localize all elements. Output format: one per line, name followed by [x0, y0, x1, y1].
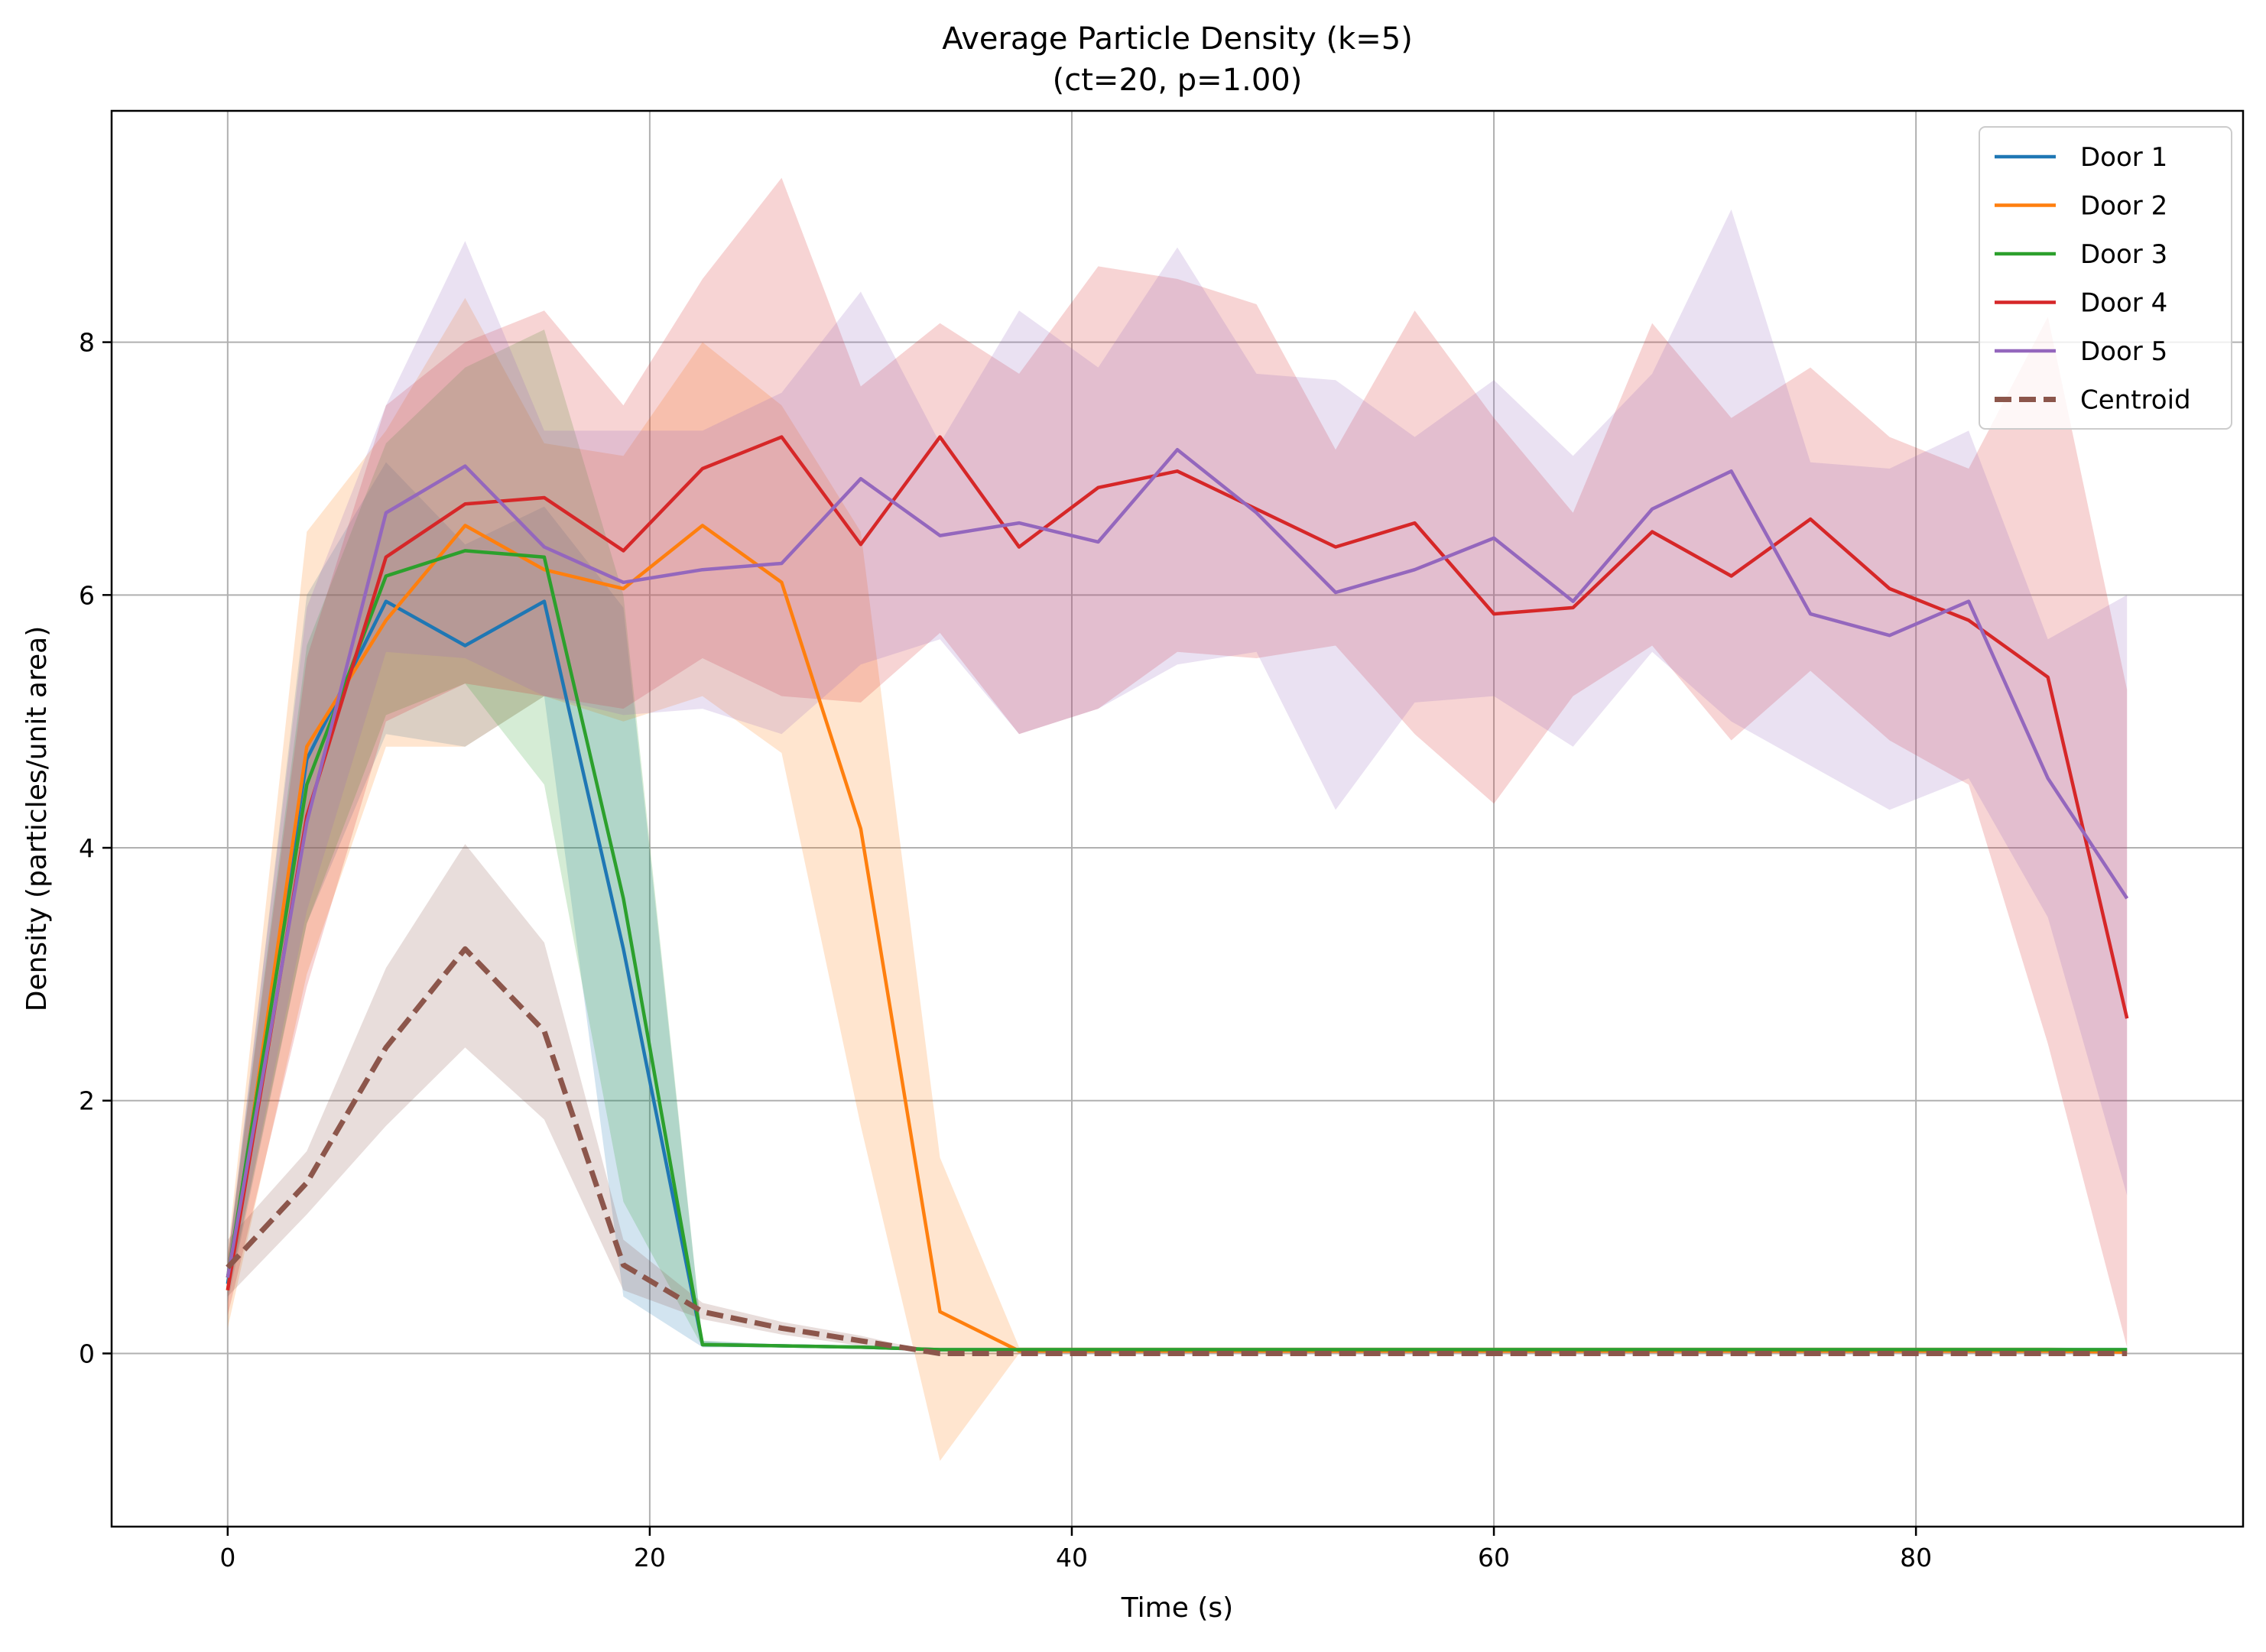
door-5-band [227, 209, 2128, 1297]
legend-box [1979, 126, 2232, 430]
series-lines [226, 435, 2129, 1356]
x-axis-ticks: 0 20 40 60 80 [219, 1527, 1932, 1572]
door-3-band [227, 329, 2128, 1352]
legend-label-door-2: Door 2 [2080, 191, 2167, 222]
y-tick-label: 6 [79, 580, 95, 610]
door-3-line [226, 549, 2128, 1352]
x-axis-label: Time (s) [1121, 1592, 1233, 1624]
y-tick-label: 2 [79, 1086, 95, 1116]
door-1-band [227, 462, 2128, 1352]
plot-frame [110, 109, 2245, 1528]
x-tick-label: 60 [1478, 1543, 1510, 1572]
y-tick-label: 4 [79, 833, 95, 863]
x-tick-label: 0 [219, 1543, 235, 1572]
legend-label-door-4: Door 4 [2080, 288, 2167, 319]
y-axis-label: Density (particles/unit area) [21, 626, 53, 1012]
x-tick-label: 40 [1056, 1543, 1088, 1572]
legend-label-centroid: Centroid [2080, 385, 2191, 416]
legend: Door 1 Door 2 Door 3 Door 4 Door 5 Centroid [1979, 126, 2232, 430]
legend-label-door-3: Door 3 [2080, 239, 2167, 270]
legend-label-door-1: Door 1 [2080, 142, 2167, 173]
x-tick-label: 20 [634, 1543, 666, 1572]
legend-label-door-5: Door 5 [2080, 336, 2167, 367]
y-axis-ticks: 0 2 4 6 8 [79, 328, 112, 1368]
chart-subtitle: (ct=20, p=1.00) [1053, 63, 1303, 98]
door-2-band [227, 297, 2128, 1462]
centroid-line [226, 946, 2128, 1356]
x-tick-label: 80 [1900, 1543, 1932, 1572]
y-tick-label: 0 [79, 1339, 95, 1368]
door-5-line [226, 447, 2129, 1278]
chart-title: Average Particle Density (k=5) [942, 21, 1413, 57]
y-tick-label: 8 [79, 328, 95, 358]
door-4-line [226, 435, 2129, 1291]
